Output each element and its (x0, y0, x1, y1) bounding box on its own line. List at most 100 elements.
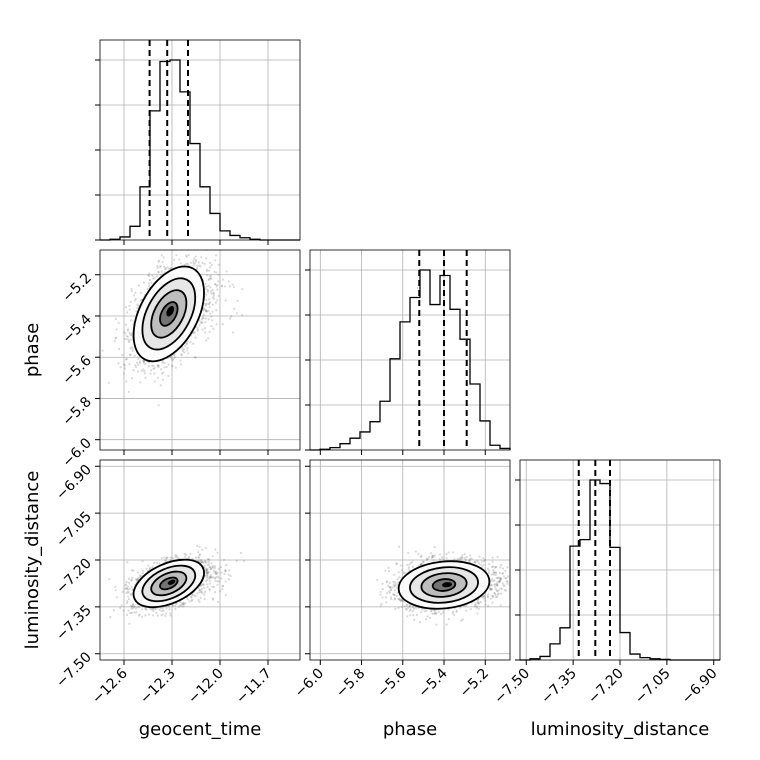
sample-point (126, 588, 130, 591)
sample-point (128, 363, 131, 366)
sample-point (384, 569, 387, 572)
sample-point (142, 368, 145, 371)
sample-point (194, 258, 197, 262)
panel-content (376, 545, 510, 626)
sample-point (191, 593, 194, 596)
sample-point (129, 347, 132, 350)
sample-point (153, 380, 157, 383)
sample-point (198, 553, 202, 556)
sample-point (130, 579, 133, 582)
sample-point (173, 258, 176, 261)
sample-point (198, 600, 201, 603)
sample-point (203, 564, 206, 567)
sample-point (499, 592, 503, 595)
sample-point (124, 358, 128, 361)
sample-point (133, 294, 136, 297)
sample-point (434, 612, 438, 615)
sample-point (181, 350, 184, 353)
sample-point (126, 590, 130, 593)
sample-point (150, 281, 153, 284)
sample-point (125, 613, 129, 616)
sample-point (129, 592, 132, 595)
sample-point (133, 605, 136, 608)
x-tick-label: −12.6 (89, 665, 131, 707)
sample-point (221, 322, 224, 326)
sample-point (187, 555, 191, 559)
sample-point (126, 561, 129, 564)
sample-point (126, 335, 130, 338)
sample-point (409, 608, 412, 611)
y-tick-label: −7.05 (53, 509, 95, 551)
sample-point (212, 327, 215, 330)
sample-point (134, 607, 137, 610)
sample-point (180, 353, 183, 356)
sample-point (151, 565, 154, 568)
sample-point (197, 261, 200, 264)
sample-point (157, 271, 160, 274)
sample-point (210, 562, 213, 565)
sample-point (207, 570, 210, 574)
sample-point (209, 277, 212, 281)
sample-point (108, 578, 111, 581)
sample-point (158, 265, 162, 268)
sample-point (182, 603, 185, 606)
sample-point (114, 336, 118, 339)
sample-point (128, 587, 131, 590)
sample-point (147, 365, 150, 368)
sample-point (131, 603, 135, 606)
sample-point (126, 328, 130, 331)
sample-point (134, 291, 137, 294)
sample-point (156, 364, 159, 367)
sample-point (169, 614, 172, 617)
sample-point (199, 584, 203, 587)
sample-point (223, 572, 226, 575)
sample-point (194, 336, 197, 339)
sample-point (124, 323, 128, 326)
sample-point (208, 589, 211, 592)
sample-point (129, 300, 132, 304)
sample-point (130, 377, 133, 380)
sample-point (139, 575, 142, 578)
sample-point (186, 598, 189, 601)
sample-point (153, 366, 156, 369)
sample-point (206, 290, 209, 293)
sample-point (183, 552, 186, 555)
sample-point (393, 597, 397, 600)
x-tick-label: −12.0 (185, 666, 227, 708)
sample-point (142, 359, 145, 362)
sample-point (221, 585, 224, 588)
sample-point (203, 593, 206, 596)
sample-point (212, 297, 215, 300)
sample-point (207, 269, 211, 272)
sample-point (180, 602, 183, 605)
sample-point (235, 559, 238, 562)
sample-point (217, 294, 220, 298)
sample-point (206, 578, 209, 581)
sample-point (174, 554, 177, 557)
sample-point (197, 598, 200, 602)
sample-point (164, 559, 167, 562)
sample-point (217, 567, 220, 570)
sample-point (205, 568, 208, 571)
sample-point (225, 564, 228, 567)
sample-point (121, 353, 124, 356)
sample-point (408, 566, 411, 569)
sample-point (131, 334, 134, 337)
panel-geocent_time-vs-luminosity_distance: −12.6 −12.3 −12.0 −11.7−7.50−7.35−7.20−7.05… (53, 459, 301, 708)
sample-point (113, 340, 116, 343)
sample-point (199, 591, 203, 594)
sample-point (200, 256, 203, 259)
sample-point (127, 577, 131, 580)
sample-point (184, 602, 187, 605)
sample-point (160, 368, 163, 371)
sample-point (139, 299, 142, 302)
sample-point (137, 284, 140, 287)
sample-point (205, 568, 209, 572)
sample-point (204, 317, 208, 320)
sample-point (430, 556, 433, 560)
sample-point (183, 555, 187, 558)
sample-point (156, 561, 159, 564)
sample-point (211, 564, 214, 568)
sample-point (174, 555, 177, 559)
sample-point (153, 277, 156, 280)
